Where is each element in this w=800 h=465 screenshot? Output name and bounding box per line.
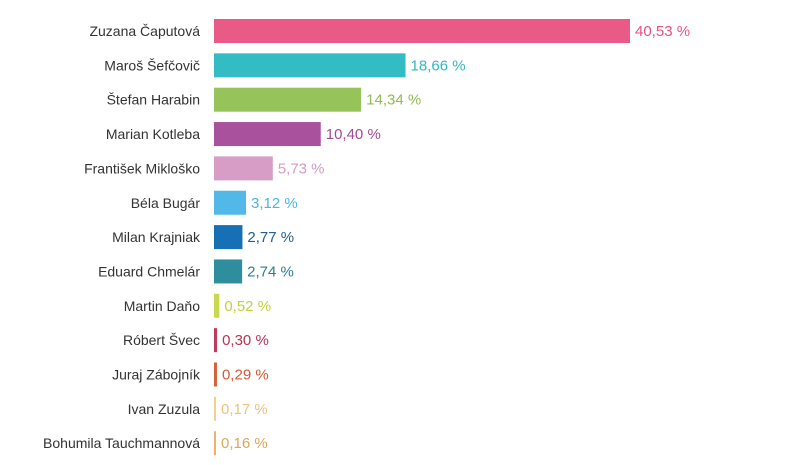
bar[interactable]: [214, 431, 216, 456]
category-label: Juraj Zábojník: [112, 367, 201, 383]
value-label: 5,73 %: [278, 160, 325, 177]
value-label: 0,16 %: [221, 435, 268, 452]
value-label: 10,40 %: [326, 126, 381, 143]
category-label: Ivan Zuzula: [128, 401, 201, 417]
bar[interactable]: [214, 190, 247, 215]
bar[interactable]: [214, 328, 218, 353]
bar[interactable]: [214, 225, 243, 250]
value-label: 14,34 %: [366, 92, 421, 109]
category-label: Zuzana Čaputová: [89, 23, 200, 39]
category-label: František Mikloško: [84, 160, 200, 176]
bars-group: Zuzana Čaputová 40,53 % Maroš Šefčovič 18,6…: [43, 19, 690, 456]
bar[interactable]: [214, 19, 630, 43]
value-label: 0,52 %: [224, 298, 271, 315]
category-label: Martin Daňo: [124, 298, 200, 314]
value-label: 18,66 %: [411, 57, 466, 74]
category-label: Béla Bugár: [131, 195, 201, 211]
value-label: 3,12 %: [251, 195, 298, 212]
value-label: 0,30 %: [222, 332, 269, 349]
bar[interactable]: [214, 396, 216, 421]
category-label: Bohumila Tauchmannová: [43, 435, 200, 451]
category-label: Róbert Švec: [123, 332, 200, 348]
value-label: 0,29 %: [222, 367, 269, 384]
category-label: Štefan Harabin: [107, 92, 200, 108]
value-label: 2,74 %: [247, 263, 294, 280]
category-label: Marian Kotleba: [106, 126, 200, 142]
category-label: Maroš Šefčovič: [104, 57, 200, 73]
bar[interactable]: [214, 259, 243, 284]
bar[interactable]: [214, 156, 273, 181]
category-label: Eduard Chmelár: [98, 263, 200, 279]
bar[interactable]: [214, 122, 321, 147]
value-label: 0,17 %: [221, 401, 268, 418]
bar[interactable]: [214, 362, 217, 387]
value-label: 2,77 %: [247, 229, 294, 246]
bar[interactable]: [214, 293, 220, 318]
value-label: 40,53 %: [635, 23, 690, 40]
bar[interactable]: [214, 87, 362, 112]
category-label: Milan Krajniak: [112, 229, 201, 245]
bar[interactable]: [214, 53, 406, 78]
